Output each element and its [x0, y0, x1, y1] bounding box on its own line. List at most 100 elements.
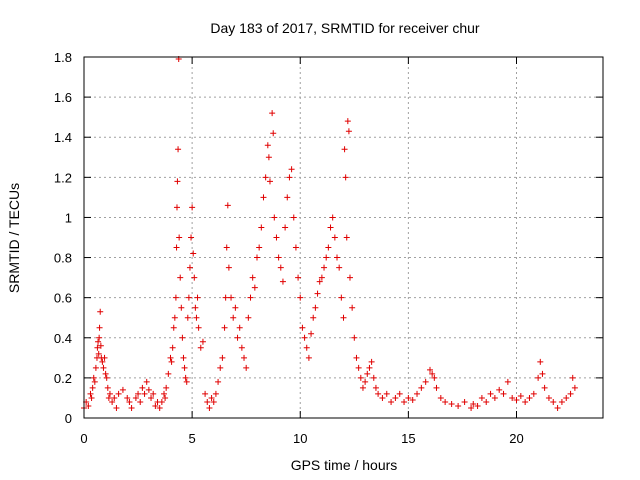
data-point: [550, 398, 557, 405]
data-point: [270, 130, 277, 137]
data-point: [104, 384, 111, 391]
data-point: [176, 234, 183, 241]
data-point: [442, 398, 449, 405]
data-point: [254, 254, 260, 261]
data-point: [185, 294, 192, 301]
data-point: [194, 294, 201, 301]
data-point: [256, 244, 263, 251]
data-point: [265, 154, 272, 161]
data-point: [183, 378, 190, 385]
data-point: [383, 390, 390, 397]
data-point: [204, 398, 211, 405]
data-point: [414, 390, 421, 397]
data-point: [537, 358, 544, 365]
data-point: [106, 390, 113, 397]
y-tick-label: 1.4: [54, 130, 72, 145]
data-point: [431, 374, 438, 381]
data-point: [172, 294, 179, 301]
data-point: [191, 274, 198, 281]
data-point: [310, 314, 317, 321]
x-tick-label: 20: [509, 431, 523, 446]
data-point: [260, 194, 267, 201]
data-point: [448, 400, 455, 407]
data-point: [305, 354, 312, 361]
data-point: [221, 324, 228, 331]
data-point: [234, 334, 241, 341]
data-point: [357, 374, 364, 381]
data-point: [509, 394, 516, 401]
data-point: [504, 378, 511, 385]
data-point: [224, 202, 231, 209]
data-point: [241, 354, 248, 361]
data-point: [126, 398, 133, 405]
data-point: [163, 384, 170, 391]
data-point: [323, 254, 330, 261]
data-point: [331, 234, 338, 241]
data-point: [353, 354, 360, 361]
data-point: [90, 374, 97, 381]
chart-title: Day 183 of 2017, SRMTID for receiver chu…: [210, 20, 480, 36]
ticks-layer: [83, 56, 603, 419]
data-point: [409, 396, 416, 403]
data-point: [247, 294, 254, 301]
data-point: [359, 384, 366, 391]
data-point: [202, 390, 209, 397]
data-point: [95, 350, 102, 357]
data-point: [299, 324, 306, 331]
data-point: [455, 402, 462, 409]
data-point: [156, 404, 163, 411]
data-point: [295, 274, 302, 281]
data-point: [487, 390, 494, 397]
data-point: [230, 314, 237, 321]
data-point: [474, 402, 481, 409]
data-point: [343, 234, 350, 241]
data-point: [517, 392, 524, 399]
data-point: [429, 370, 436, 377]
data-point: [109, 398, 116, 405]
data-point: [303, 344, 310, 351]
data-point: [150, 390, 157, 397]
y-tick-label: 0.8: [54, 251, 72, 266]
data-point: [379, 394, 386, 401]
y-tick-label: 1: [65, 210, 72, 225]
data-point: [225, 264, 232, 271]
data-point: [264, 142, 271, 149]
data-point: [180, 354, 187, 361]
data-point: [208, 394, 215, 401]
y-tick-label: 1.2: [54, 170, 72, 185]
data-point: [124, 394, 131, 401]
data-point: [318, 274, 325, 281]
data-point: [554, 404, 561, 411]
data-point: [152, 402, 159, 409]
data-point: [271, 214, 278, 221]
data-point: [96, 334, 103, 341]
data-point: [96, 324, 103, 331]
data-point: [210, 398, 217, 405]
data-point: [161, 390, 168, 397]
data-point: [165, 370, 172, 377]
data-point: [178, 304, 185, 311]
y-tick-label: 0: [65, 411, 72, 426]
data-point: [329, 214, 336, 221]
data-point: [558, 398, 565, 405]
data-point: [461, 398, 468, 405]
data-point: [266, 178, 273, 185]
data-point: [236, 324, 243, 331]
data-point: [273, 234, 280, 241]
data-point: [522, 398, 529, 405]
data-point: [95, 338, 102, 345]
data-point: [181, 364, 188, 371]
data-point: [491, 394, 498, 401]
data-point: [422, 378, 429, 385]
data-point: [188, 234, 195, 241]
data-point: [245, 314, 252, 321]
data-point: [470, 400, 477, 407]
data-point: [345, 128, 352, 135]
data-point: [228, 294, 235, 301]
data-point: [286, 174, 293, 181]
data-point: [258, 224, 265, 231]
data-point: [141, 390, 148, 397]
data-point: [437, 394, 444, 401]
data-point: [545, 394, 552, 401]
